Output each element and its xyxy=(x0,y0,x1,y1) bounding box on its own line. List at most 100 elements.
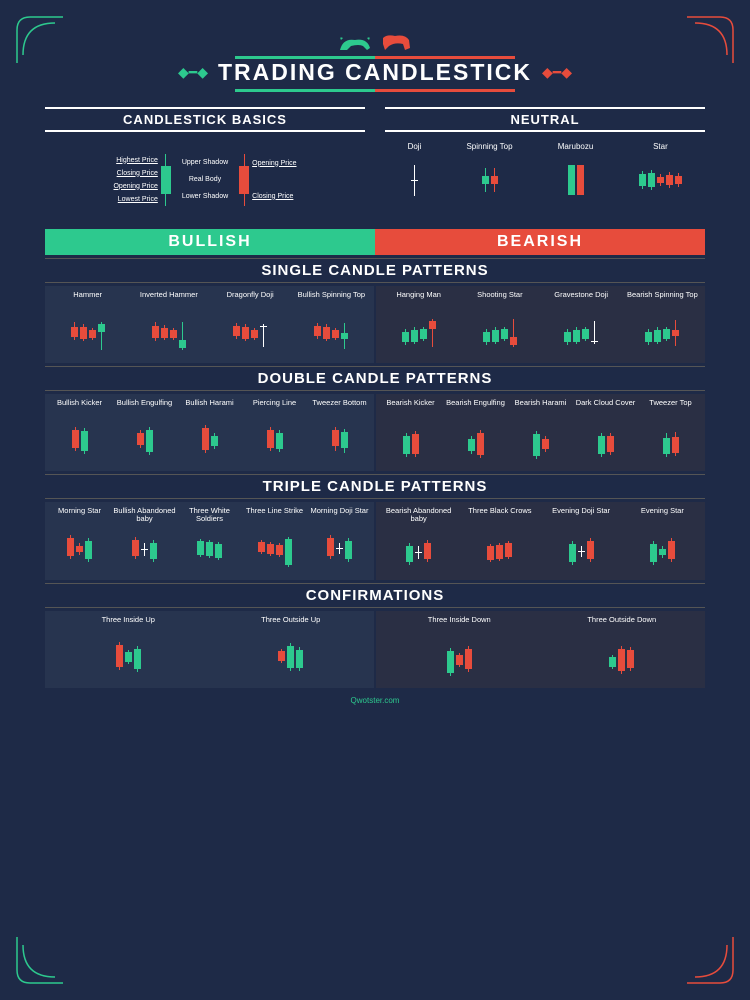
candle xyxy=(341,323,349,349)
candle xyxy=(500,327,508,341)
pattern-cell: Bullish Harami xyxy=(177,398,242,467)
candle xyxy=(67,535,75,559)
footer-credit: Qwotster.com xyxy=(45,696,705,705)
candle xyxy=(215,542,223,560)
neutral-item: Spinning Top xyxy=(466,142,512,204)
candle xyxy=(197,539,205,557)
bullish-bearish-band: BULLISH BEARISH xyxy=(45,229,705,255)
bear-icon xyxy=(375,30,415,54)
candle xyxy=(649,541,657,565)
candle xyxy=(663,327,671,341)
candle xyxy=(505,541,513,559)
candle xyxy=(446,648,454,676)
candle xyxy=(656,174,664,186)
pattern-cell: Evening Doji Star xyxy=(541,506,622,576)
candle xyxy=(490,168,498,192)
pattern-cell: Morning Doji Star xyxy=(307,506,372,576)
candle xyxy=(401,329,409,345)
candle xyxy=(647,170,655,190)
candle xyxy=(201,425,209,453)
candle xyxy=(150,540,158,562)
pattern-cell: Bullish Spinning Top xyxy=(291,290,372,359)
pattern-cell: Gravestone Doji xyxy=(541,290,622,359)
candle xyxy=(419,327,427,341)
candle xyxy=(532,431,540,459)
candle xyxy=(85,538,93,562)
pattern-cell: Dragonfly Doji xyxy=(210,290,291,359)
section-title-triple: TRIPLE CANDLE PATTERNS xyxy=(45,474,705,499)
candle xyxy=(151,322,159,341)
pattern-cell: Bullish Kicker xyxy=(47,398,112,467)
neutral-item: Marubozu xyxy=(558,142,594,204)
pattern-cell: Bullish Abandoned baby xyxy=(112,506,177,576)
candle xyxy=(323,324,331,341)
candle xyxy=(428,319,436,347)
pattern-cell: Evening Star xyxy=(622,506,703,576)
candle xyxy=(464,646,472,672)
candle xyxy=(275,543,283,557)
candle xyxy=(573,327,581,344)
candle xyxy=(340,429,348,453)
candle xyxy=(476,430,484,458)
candle xyxy=(336,543,344,554)
candle xyxy=(645,329,653,345)
pattern-cell: Three Outside Up xyxy=(210,615,373,684)
section-title-double: DOUBLE CANDLE PATTERNS xyxy=(45,366,705,391)
candle xyxy=(314,323,322,339)
pattern-cell: Three Outside Down xyxy=(541,615,704,684)
section-conf: Three Inside UpThree Outside UpThree Ins… xyxy=(45,611,705,688)
pattern-cell: Tweezer Bottom xyxy=(307,398,372,467)
pattern-cell: Hammer xyxy=(47,290,128,359)
candle xyxy=(410,165,418,196)
section-title-single: SINGLE CANDLE PATTERNS xyxy=(45,258,705,283)
candle xyxy=(597,433,605,457)
candle xyxy=(482,329,490,345)
candle xyxy=(627,647,635,671)
candle xyxy=(667,538,675,562)
pattern-cell: Three Line Strike xyxy=(242,506,307,576)
candle xyxy=(415,546,423,559)
candle xyxy=(606,433,614,455)
candle xyxy=(671,432,679,456)
demo-candle-green xyxy=(162,154,170,206)
pattern-cell: Bearish Kicker xyxy=(378,398,443,467)
neutral-section: NEUTRAL DojiSpinning TopMarubozuStar xyxy=(385,107,705,217)
candle xyxy=(345,538,353,562)
neutral-item: Doji xyxy=(408,142,422,204)
pattern-cell: Bearish Engulfing xyxy=(443,398,508,467)
main-title: TRADING CANDLESTICK xyxy=(218,59,532,86)
candle xyxy=(509,319,517,347)
candle xyxy=(672,320,680,346)
candle xyxy=(257,540,265,554)
candle xyxy=(145,427,153,455)
candle xyxy=(406,543,414,565)
candle xyxy=(141,543,149,556)
candle xyxy=(136,430,144,448)
basics-section: CANDLESTICK BASICS Highest Price Closing… xyxy=(45,107,365,217)
candle xyxy=(638,171,646,189)
section-double: Bullish KickerBullish EngulfingBullish H… xyxy=(45,394,705,471)
candle xyxy=(287,643,295,671)
pattern-cell: Inverted Hammer xyxy=(128,290,209,359)
pattern-cell: Tweezer Top xyxy=(638,398,703,467)
candle xyxy=(424,540,432,562)
candle xyxy=(178,322,186,350)
candle xyxy=(467,436,475,454)
candle xyxy=(210,433,218,449)
candle xyxy=(296,647,304,671)
candle xyxy=(71,427,79,451)
candle xyxy=(609,655,617,669)
candle xyxy=(402,433,410,457)
candle xyxy=(70,322,78,340)
pattern-cell: Bearish Harami xyxy=(508,398,573,467)
candle xyxy=(455,653,463,667)
ornament-right: ◆━◆ xyxy=(542,64,572,81)
candle xyxy=(577,546,585,557)
candle xyxy=(496,543,504,561)
candle xyxy=(411,431,419,457)
candle xyxy=(284,537,292,567)
candle xyxy=(618,646,626,674)
candle xyxy=(260,324,268,347)
pattern-cell: Shooting Star xyxy=(459,290,540,359)
candle xyxy=(124,650,132,664)
